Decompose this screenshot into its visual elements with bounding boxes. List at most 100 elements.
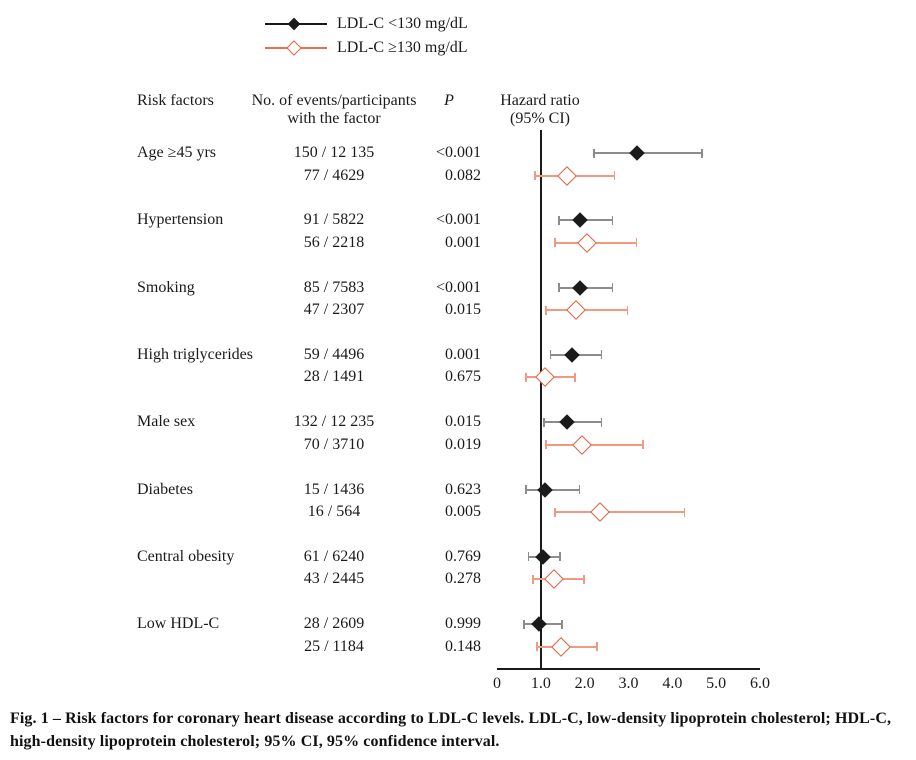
events-value: 59 / 4496 (303, 345, 365, 363)
ci-cap-right (574, 372, 576, 382)
events-value: 132 / 12 235 (293, 413, 375, 431)
p-value: <0.001 (435, 144, 481, 161)
events-value: 28 / 1491 (303, 368, 365, 386)
column-header-p: P (444, 92, 454, 109)
risk-factor-label: Age ≥45 yrs (137, 144, 216, 161)
reference-line (540, 130, 542, 668)
ci-cap-right (642, 440, 644, 450)
ci-cap-right (701, 148, 703, 158)
risk-factor-label: High triglycerides (137, 345, 253, 363)
events-value: 77 / 4629 (303, 166, 365, 184)
hr-marker-open-diamond (590, 502, 610, 522)
ci-cap-left (532, 574, 534, 584)
events-value: 16 / 564 (307, 503, 361, 520)
axis-tick-label: 4.0 (662, 675, 683, 692)
ci-cap-right (578, 485, 581, 494)
axis-tick-label: 3.0 (618, 675, 639, 692)
p-value: 0.999 (445, 615, 481, 633)
ci-cap-left (523, 619, 525, 629)
legend-label-series2: LDL-C ≥130 mg/dL (337, 39, 468, 56)
ci-cap-right (613, 171, 616, 180)
risk-factor-label: Male sex (137, 413, 196, 431)
hr-marker-filled-diamond (530, 616, 547, 632)
hr-marker-open-diamond (557, 165, 578, 186)
legend-open-diamond-icon (286, 40, 302, 56)
hr-marker-open-diamond (544, 569, 564, 590)
ci-cap-left (525, 372, 528, 382)
hr-marker-open-diamond (572, 434, 593, 455)
legend-filled-diamond-icon (287, 17, 301, 31)
p-value: 0.769 (445, 547, 481, 565)
p-value: <0.001 (435, 211, 481, 229)
axis-tick-label: 0 (493, 675, 501, 692)
p-value: 0.015 (445, 413, 481, 431)
ci-line (545, 309, 629, 312)
ci-cap-left (545, 305, 547, 315)
risk-factor-label: Hypertension (137, 211, 224, 229)
ci-cap-right (635, 238, 638, 248)
axis-tick-label: 1.0 (530, 675, 551, 692)
column-header-hr-line2: (95% CI) (510, 110, 570, 127)
events-value: 25 / 1184 (304, 637, 364, 655)
events-value: 150 / 12 135 (293, 144, 375, 161)
hr-marker-filled-diamond (629, 145, 646, 161)
ci-cap-left (543, 417, 545, 427)
hr-marker-filled-diamond (572, 279, 589, 296)
p-value: 0.019 (445, 435, 481, 453)
ci-cap-left (549, 350, 552, 360)
ci-line (553, 511, 686, 513)
events-value: 43 / 2445 (303, 570, 365, 588)
ci-cap-left (527, 552, 530, 562)
ci-cap-right (611, 215, 614, 225)
events-value: 91 / 5822 (303, 211, 365, 229)
events-value: 28 / 2609 (303, 615, 365, 633)
hr-marker-open-diamond (550, 636, 571, 657)
risk-factor-label: Central obesity (137, 547, 235, 565)
p-value: 0.675 (445, 368, 481, 386)
risk-factor-label: Diabetes (137, 480, 193, 498)
ci-cap-right (600, 350, 603, 360)
axis-tick-label: 6.0 (749, 675, 770, 692)
ci-cap-left (525, 485, 528, 494)
events-value: 47 / 2307 (303, 301, 365, 319)
p-value: <0.001 (435, 278, 481, 296)
column-header-events-line1: No. of events/participants (251, 92, 417, 109)
ci-cap-right (611, 283, 614, 293)
column-header-hr-line1: Hazard ratio (500, 92, 580, 109)
p-value: 0.623 (445, 480, 481, 498)
ci-cap-right (596, 642, 598, 652)
ci-cap-right (626, 305, 629, 315)
ci-cap-right (583, 574, 585, 584)
risk-factor-label: Smoking (137, 278, 195, 296)
figure-caption: Fig. 1 – Risk factors for coronary heart… (10, 710, 892, 750)
hr-marker-filled-diamond (559, 414, 575, 430)
ci-cap-left (558, 215, 560, 225)
x-axis-line (497, 668, 760, 670)
ci-cap-right (561, 619, 563, 629)
column-header-risk-factors: Risk factors (137, 92, 214, 109)
p-value: 0.001 (445, 233, 481, 251)
hr-marker-filled-diamond (572, 212, 589, 229)
ci-line (545, 443, 644, 446)
ci-cap-left (534, 171, 536, 180)
p-value: 0.015 (445, 301, 481, 319)
column-header-events: No. of events/participants with the fact… (224, 92, 444, 128)
events-value: 85 / 7583 (303, 278, 365, 296)
hr-marker-filled-diamond (535, 549, 551, 565)
ci-cap-left (593, 148, 596, 158)
axis-tick-label: 5.0 (706, 675, 727, 692)
p-value: 0.082 (445, 166, 481, 184)
ci-cap-left (553, 238, 556, 248)
column-header-hazard-ratio: Hazard ratio (95% CI) (480, 92, 600, 128)
ci-cap-left (545, 440, 547, 450)
events-value: 61 / 6240 (303, 547, 365, 565)
ci-cap-left (536, 642, 539, 652)
p-value: 0.001 (445, 345, 481, 363)
ci-cap-left (558, 283, 560, 293)
p-value: 0.278 (445, 570, 481, 588)
column-header-events-line2: with the factor (287, 110, 381, 127)
risk-factor-label: Low HDL-C (137, 615, 220, 633)
axis-tick-label: 2.0 (574, 675, 595, 692)
hr-marker-open-diamond (576, 232, 597, 253)
